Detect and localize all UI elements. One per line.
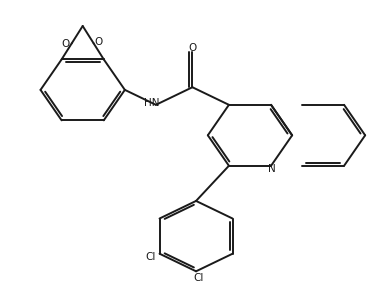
Text: Cl: Cl — [145, 252, 156, 263]
Text: Cl: Cl — [194, 273, 204, 283]
Text: HN: HN — [145, 98, 160, 108]
Text: N: N — [268, 164, 276, 174]
Text: O: O — [61, 39, 69, 49]
Text: O: O — [188, 44, 197, 53]
Text: O: O — [94, 37, 103, 47]
